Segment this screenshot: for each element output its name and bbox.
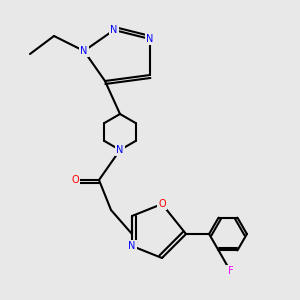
Text: N: N <box>116 145 124 155</box>
Text: O: O <box>71 175 79 185</box>
Text: N: N <box>128 241 136 251</box>
Text: O: O <box>158 199 166 209</box>
Text: N: N <box>146 34 154 44</box>
Text: N: N <box>110 25 118 35</box>
Text: N: N <box>80 46 88 56</box>
Text: F: F <box>228 266 233 276</box>
